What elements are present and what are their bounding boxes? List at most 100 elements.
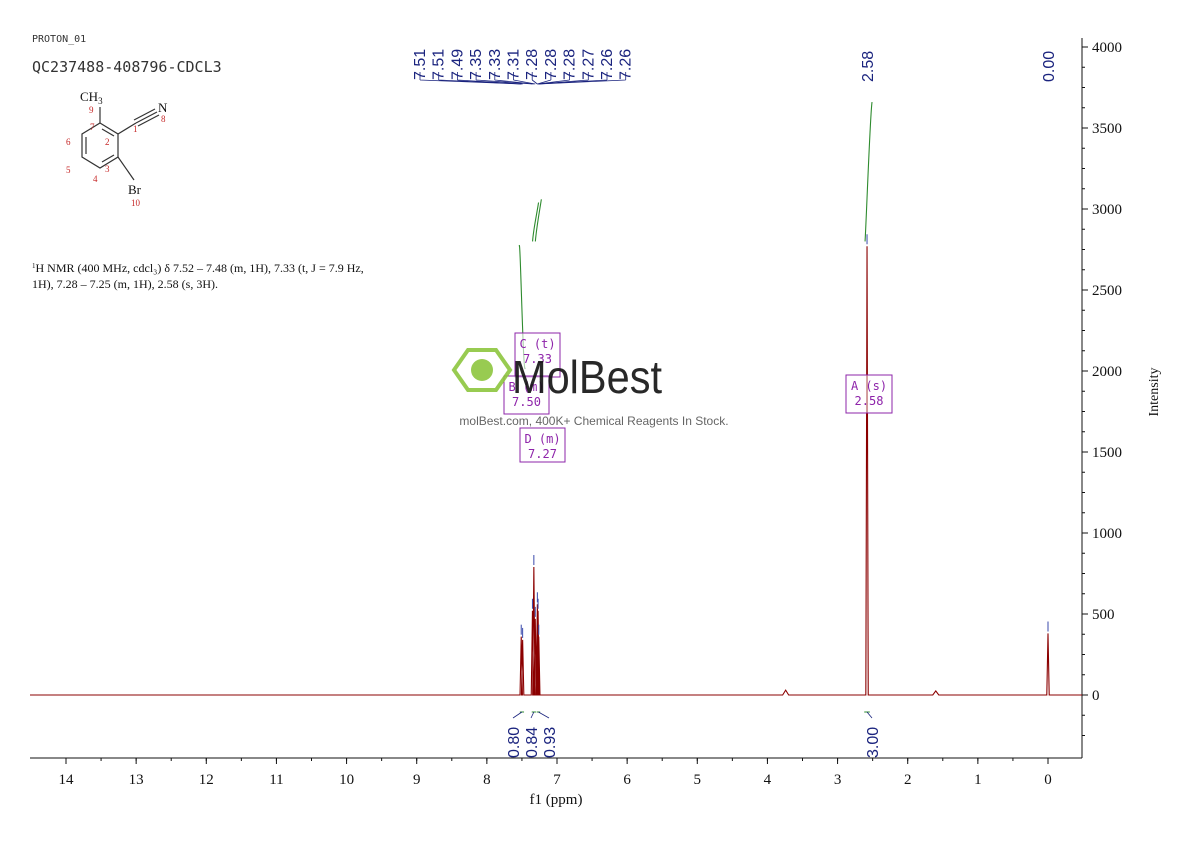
integral-curve <box>864 101 873 242</box>
molbest-logo-icon <box>451 348 513 392</box>
integral-connector <box>512 711 523 719</box>
peak-label: 7.26 <box>599 49 616 80</box>
multiplet-label: A (s) <box>851 379 887 393</box>
peak-label: 7.28 <box>562 49 579 80</box>
x-tick-label: 12 <box>199 772 214 788</box>
x-tick-label: 2 <box>904 772 912 788</box>
integral-labels: 0.80 0.84 0.93 3.00 <box>506 711 882 758</box>
svg-text:6: 6 <box>66 137 71 147</box>
watermark: MolBest molBest.com, 400K+ Chemical Reag… <box>451 348 729 428</box>
x-tick-label: 7 <box>553 772 561 788</box>
ch3-label: CH3 <box>80 89 103 106</box>
integral-curve <box>534 199 542 242</box>
integral-connector <box>866 711 873 719</box>
integral-connector <box>538 711 550 719</box>
peak-label-connector <box>457 72 523 85</box>
peak-label: 7.26 <box>618 49 635 80</box>
svg-text:9: 9 <box>89 105 94 115</box>
y-tick-label: 3000 <box>1092 202 1122 218</box>
integral-label: 0.93 <box>542 727 559 758</box>
atom-numbers: 9 7 1 8 6 2 5 3 4 10 <box>66 105 166 208</box>
bromine-label: Br <box>128 182 142 197</box>
peak-label-connector <box>538 72 627 85</box>
svg-text:3: 3 <box>105 164 110 174</box>
multiplet-shift: 7.33 <box>523 352 552 366</box>
svg-text:2: 2 <box>105 137 110 147</box>
peak-label: 7.28 <box>524 49 541 80</box>
molecule-structure: CH3 N Br 9 7 1 8 6 2 5 3 4 10 <box>66 89 168 208</box>
svg-text:7: 7 <box>90 122 95 132</box>
y-tick-label: 3500 <box>1092 121 1122 137</box>
y-tick-label: 4000 <box>1092 40 1122 56</box>
multiplet-box <box>519 427 566 463</box>
svg-text:1: 1 <box>133 124 138 134</box>
peak-label: 7.28 <box>543 49 560 80</box>
peak-label: 7.35 <box>468 49 485 80</box>
x-tick-label: 1 <box>974 772 982 788</box>
svg-text:8: 8 <box>161 114 166 124</box>
peak-label-connector <box>513 72 536 85</box>
integral-label: 0.84 <box>524 727 541 758</box>
multiplet-label: C (t) <box>519 337 555 351</box>
spectrum-line <box>30 246 1082 696</box>
y-tick-label: 0 <box>1092 688 1100 704</box>
x-tick-label: 4 <box>764 772 772 788</box>
peak-labels: 7.51 7.51 7.49 7.35 7.33 7.31 7.28 7.28 7.28 7.27… <box>412 49 1058 85</box>
integral-curve <box>532 202 540 242</box>
multiplet-shift: 7.27 <box>528 447 557 461</box>
multiplet-boxes: C (t)7.33 B (m)7.50 D (m)7.27 A (s)2.58 <box>503 332 893 463</box>
y-tick-label: 2500 <box>1092 283 1122 299</box>
y-axis-label: Intensity <box>1147 368 1162 417</box>
svg-text:5: 5 <box>66 165 71 175</box>
x-tick-label: 3 <box>834 772 842 788</box>
x-tick-label: 9 <box>413 772 421 788</box>
y-tick-label: 2000 <box>1092 364 1122 380</box>
svg-text:10: 10 <box>131 198 141 208</box>
peak-label: 7.51 <box>431 49 448 80</box>
x-tick-label: 13 <box>129 772 144 788</box>
multiplet-shift: 2.58 <box>855 394 884 408</box>
nmr-summary-line1: 1H NMR (400 MHz, cdcl₃) δ 7.52 – 7.48 (m… <box>32 261 364 275</box>
x-tick-label: 8 <box>483 772 491 788</box>
x-axis-label: f1 (ppm) <box>530 792 583 808</box>
peak-label-connector <box>494 72 534 85</box>
proton-label: PROTON_01 <box>32 34 86 45</box>
watermark-tagline: molBest.com, 400K+ Chemical Reagents In … <box>459 414 728 428</box>
peak-label: 7.33 <box>487 49 504 80</box>
peak-label: 0.00 <box>1041 51 1058 82</box>
integral-connector <box>530 711 535 719</box>
svg-text:4: 4 <box>93 174 98 184</box>
multiplet-box <box>503 375 550 415</box>
peak-label: 7.31 <box>506 49 523 80</box>
y-ticks: 0 500 1000 1500 2000 2500 3000 3500 4000 <box>1082 40 1122 736</box>
watermark-brand: MolBest <box>512 351 662 403</box>
peak-label-connector <box>475 72 533 85</box>
multiplet-label: D (m) <box>524 432 560 446</box>
multiplet-shift: 7.50 <box>512 395 541 409</box>
sample-id: QC237488-408796-CDCL3 <box>32 58 222 76</box>
peak-lines <box>520 234 1049 638</box>
peak-label: 7.51 <box>412 49 429 80</box>
x-tick-label: 5 <box>694 772 702 788</box>
integral-curves <box>518 101 873 369</box>
peak-label: 7.27 <box>580 49 597 80</box>
integral-label: 3.00 <box>865 727 882 758</box>
integral-label: 0.80 <box>506 727 523 758</box>
peak-label: 7.49 <box>449 49 466 80</box>
nmr-summary-line2: 1H), 7.28 – 7.25 (m, 1H), 2.58 (s, 3H). <box>32 277 218 291</box>
y-tick-label: 500 <box>1092 607 1115 623</box>
multiplet-box <box>845 374 893 414</box>
y-tick-label: 1000 <box>1092 526 1122 542</box>
peak-label-connector <box>531 72 538 85</box>
nitrogen-label: N <box>158 100 168 115</box>
peak-label: 2.58 <box>860 51 877 82</box>
y-tick-label: 1500 <box>1092 445 1122 461</box>
x-tick-label: 14 <box>59 772 75 788</box>
plot-area: 14 13 12 11 10 9 8 7 6 5 4 3 2 1 0 0500100015002000250… <box>30 38 1162 808</box>
x-tick-label: 11 <box>269 772 283 788</box>
x-tick-label: 6 <box>623 772 631 788</box>
x-tick-label: 10 <box>339 772 354 788</box>
multiplet-label: B (m) <box>508 380 544 394</box>
x-tick-label: 0 <box>1044 772 1052 788</box>
